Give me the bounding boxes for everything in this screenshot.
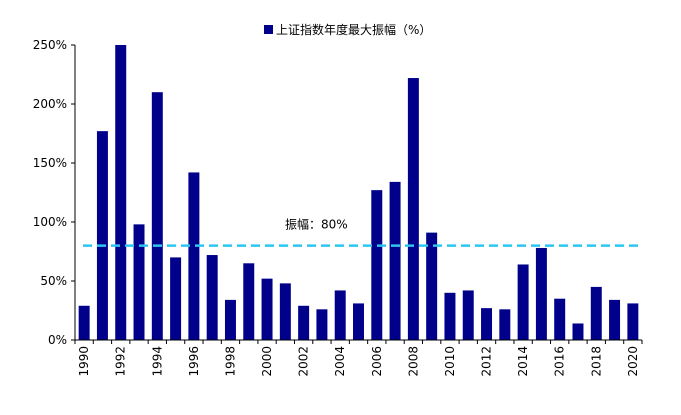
bar-2010 — [444, 292, 456, 340]
x-tick-label: 2000 — [260, 346, 274, 377]
y-tick-label: 0% — [48, 333, 67, 347]
legend: 上证指数年度最大振幅（%） — [264, 22, 431, 37]
x-tick-label: 1992 — [114, 346, 128, 377]
y-tick-label: 100% — [33, 215, 67, 229]
x-tick-label: 2020 — [626, 346, 640, 377]
x-axis: 1990 1992 1994 1996 1998 2000 2002 2004 2006 2008… — [74, 339, 643, 377]
y-tick-label: 50% — [40, 274, 67, 288]
bar-2020 — [627, 303, 639, 340]
legend-swatch — [264, 25, 273, 34]
bar-1995 — [170, 257, 182, 340]
x-tick-label: 1996 — [187, 346, 201, 377]
reference-line-label: 振幅：80% — [285, 217, 348, 232]
bar-1996 — [188, 172, 200, 340]
x-tick-label: 2014 — [516, 346, 530, 377]
bar-2005 — [353, 303, 364, 340]
bar-2016 — [554, 298, 566, 340]
bars — [78, 45, 639, 340]
bar-2008 — [407, 78, 419, 340]
bar-1997 — [206, 255, 218, 340]
bar-2012 — [481, 308, 493, 340]
bar-2006 — [371, 190, 383, 340]
bar-2019 — [609, 299, 621, 340]
x-tick-label: 2004 — [333, 346, 347, 377]
bar-1999 — [243, 263, 255, 340]
x-tick-label: 2012 — [480, 346, 494, 377]
x-tick-label: 1990 — [77, 346, 91, 377]
bar-2015 — [535, 247, 547, 340]
bar-1991 — [96, 131, 108, 340]
x-tick-label: 2010 — [443, 346, 457, 377]
y-tick-label: 150% — [33, 156, 67, 170]
y-tick-label: 200% — [33, 97, 67, 111]
x-tick-label: 2016 — [553, 346, 567, 377]
bar-2001 — [279, 283, 291, 340]
x-tick-label: 2018 — [589, 346, 603, 377]
bar-2003 — [316, 309, 328, 340]
legend-label: 上证指数年度最大振幅（%） — [276, 22, 431, 37]
bar-2013 — [499, 309, 511, 340]
reference-line-group: 振幅：80% — [83, 217, 638, 247]
x-tick-label: 2008 — [406, 346, 420, 377]
bar-2018 — [590, 286, 602, 340]
y-tick-label: 250% — [33, 38, 67, 52]
bar-1998 — [224, 299, 236, 340]
x-tick-label: 2006 — [370, 346, 384, 377]
bar-1994 — [151, 92, 163, 340]
bar-1990 — [78, 305, 90, 340]
bar-2014 — [517, 264, 529, 340]
y-axis: 0% 50% 100% 150% 200% 250% — [33, 38, 76, 347]
bar-2004 — [334, 290, 346, 340]
x-tick-label: 1998 — [223, 346, 237, 377]
bar-2011 — [462, 290, 474, 340]
x-tick-label: 1994 — [150, 346, 164, 377]
bar-1993 — [133, 224, 145, 340]
bar-1992 — [115, 45, 127, 340]
x-tick-label: 2002 — [297, 346, 311, 377]
bar-2017 — [572, 323, 584, 340]
bar-2000 — [261, 278, 273, 340]
bar-2009 — [426, 232, 438, 340]
bar-2002 — [298, 305, 310, 340]
bar-2007 — [389, 181, 401, 340]
